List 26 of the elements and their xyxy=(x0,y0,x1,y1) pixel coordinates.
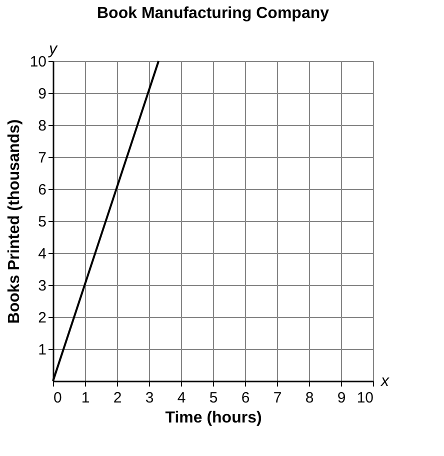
x-axis-title: Time (hours) xyxy=(165,410,262,426)
x-tick-label: 7 xyxy=(273,390,282,406)
y-axis-title: Books Printed (thousands) xyxy=(6,119,23,324)
y-tick-label: 5 xyxy=(38,214,46,230)
text: y xyxy=(48,41,58,58)
x-tick-label: 0 xyxy=(54,390,62,406)
x-tick-label: 9 xyxy=(337,390,346,406)
y-tick-label: 6 xyxy=(38,182,46,198)
x-tick-label: 5 xyxy=(209,390,218,406)
x-tick-label: 6 xyxy=(241,390,250,406)
x-tick-label: 10 xyxy=(356,390,374,406)
y-tick-label: 1 xyxy=(38,342,46,358)
x-tick-label: 1 xyxy=(81,390,90,406)
y-tick-label: 4 xyxy=(38,246,46,262)
y-tick-label: 2 xyxy=(38,310,46,326)
x-tick-label: 3 xyxy=(145,390,154,406)
y-tick-label: 3 xyxy=(38,278,46,294)
text: x xyxy=(380,373,390,390)
x-tick-label: 4 xyxy=(177,390,186,406)
y-tick-label: 10 xyxy=(30,54,46,70)
x-tick-label: 8 xyxy=(305,390,314,406)
y-tick-label: 8 xyxy=(38,118,46,134)
x-tick-label: 2 xyxy=(113,390,122,406)
y-tick-label: 7 xyxy=(38,150,46,166)
y-tick-label: 9 xyxy=(38,86,46,102)
chart-title: Book Manufacturing Company xyxy=(96,5,330,22)
